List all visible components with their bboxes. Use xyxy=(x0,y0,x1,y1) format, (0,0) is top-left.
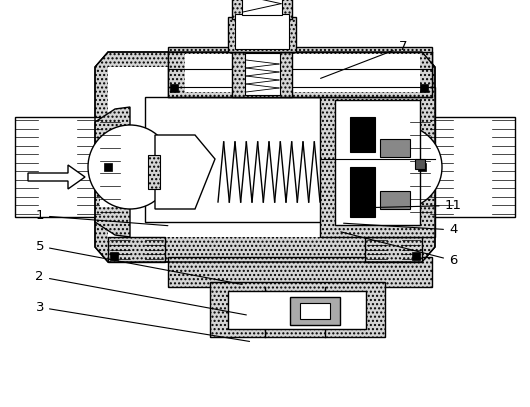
Text: 2: 2 xyxy=(36,270,246,315)
Bar xyxy=(420,84,428,92)
Bar xyxy=(290,297,340,325)
Bar xyxy=(412,252,420,260)
Text: 11: 11 xyxy=(374,199,462,212)
Polygon shape xyxy=(108,67,422,237)
Polygon shape xyxy=(148,155,160,189)
Bar xyxy=(245,53,280,95)
Bar xyxy=(242,0,282,15)
Polygon shape xyxy=(155,135,215,209)
Polygon shape xyxy=(108,237,165,262)
Bar xyxy=(232,0,292,19)
Bar xyxy=(335,100,420,225)
Bar xyxy=(110,252,118,260)
Bar xyxy=(320,87,435,237)
Bar xyxy=(415,159,425,169)
Text: 3: 3 xyxy=(36,301,250,341)
Polygon shape xyxy=(95,107,130,237)
Bar xyxy=(170,84,178,92)
Bar xyxy=(228,17,296,52)
Polygon shape xyxy=(15,117,100,217)
Text: 5: 5 xyxy=(36,240,242,284)
Text: 4: 4 xyxy=(343,223,457,236)
Bar xyxy=(104,163,112,171)
Bar xyxy=(350,117,375,152)
Polygon shape xyxy=(400,107,435,237)
Polygon shape xyxy=(28,165,85,189)
Bar xyxy=(145,97,415,222)
Bar xyxy=(235,14,289,49)
Circle shape xyxy=(88,125,172,209)
Bar xyxy=(168,52,432,97)
Bar xyxy=(168,257,432,287)
Bar xyxy=(418,163,426,171)
Text: 7: 7 xyxy=(321,40,407,79)
Text: 1: 1 xyxy=(36,209,168,225)
Polygon shape xyxy=(430,117,515,217)
Polygon shape xyxy=(95,52,435,262)
Bar xyxy=(210,282,385,337)
Bar xyxy=(185,54,420,92)
Circle shape xyxy=(358,125,442,209)
Bar xyxy=(380,191,410,209)
Polygon shape xyxy=(365,237,422,262)
Bar xyxy=(232,52,292,97)
Bar xyxy=(168,47,432,97)
Bar xyxy=(380,139,410,157)
Bar xyxy=(100,137,135,207)
Bar xyxy=(228,291,366,329)
Text: 6: 6 xyxy=(341,232,457,267)
Bar xyxy=(350,167,375,217)
Bar xyxy=(300,303,330,319)
